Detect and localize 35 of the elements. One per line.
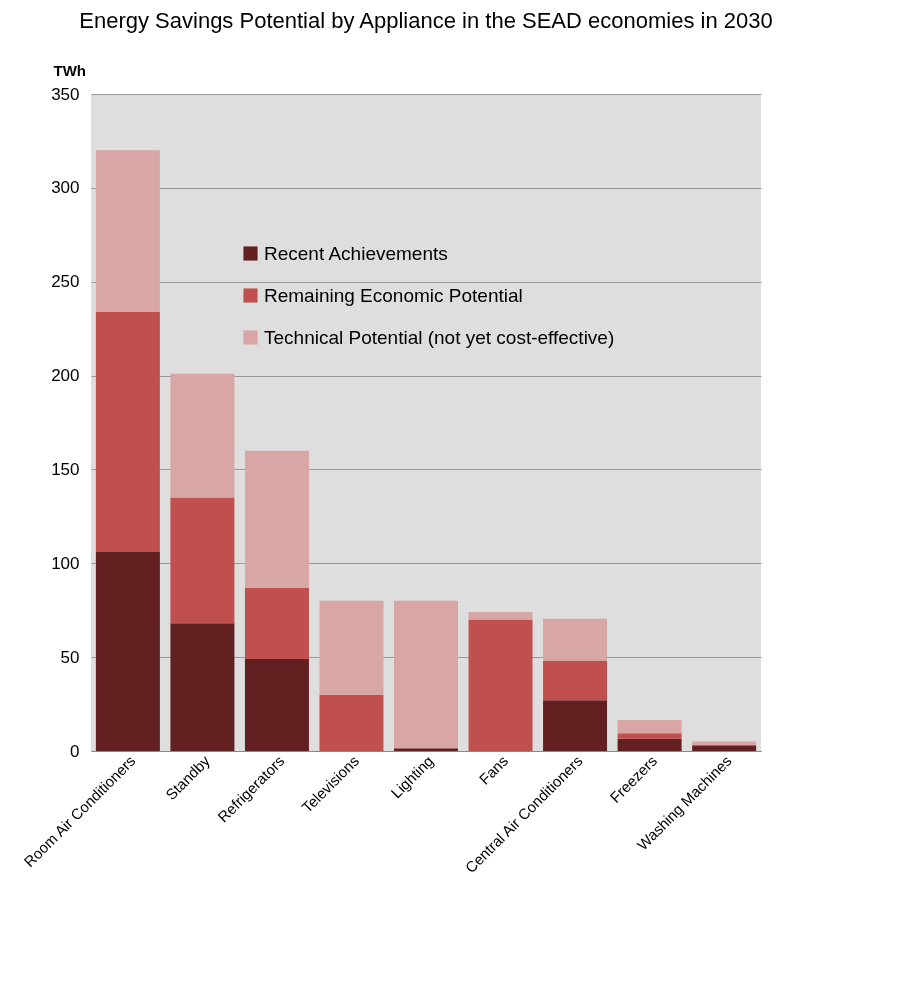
bar — [244, 659, 309, 751]
bar — [95, 311, 160, 553]
bar — [170, 373, 235, 498]
bar — [170, 623, 235, 751]
bar — [617, 720, 682, 734]
bar — [170, 497, 235, 624]
chart-title: Energy Savings Potential by Appliance in the SEAD economies in 2030 — [79, 8, 773, 33]
bar — [244, 587, 309, 660]
y-axis-title: TWh — [53, 61, 86, 79]
bar — [394, 748, 458, 751]
bar — [468, 619, 533, 751]
bar — [394, 600, 458, 749]
bar — [617, 738, 682, 751]
legend-label: Technical Potential (not yet cost-effective) — [264, 326, 615, 348]
bar — [95, 552, 160, 751]
bar — [543, 660, 608, 701]
bar — [468, 612, 533, 620]
y-tick-label: 100 — [51, 553, 80, 573]
bar — [543, 700, 608, 751]
legend-label: Recent Achievements — [264, 242, 448, 264]
y-tick-label: 200 — [51, 366, 80, 386]
y-tick-label: 350 — [51, 84, 80, 104]
bar — [692, 745, 757, 751]
legend-label: Remaining Economic Potential — [264, 284, 523, 306]
y-tick-label: 250 — [51, 272, 80, 292]
bar — [95, 150, 160, 312]
bar — [319, 694, 384, 751]
bar — [543, 618, 608, 661]
y-tick-label: 0 — [70, 741, 80, 761]
y-tick-label: 50 — [60, 647, 80, 667]
y-tick-label: 300 — [51, 178, 80, 198]
bar — [244, 450, 309, 588]
bar — [319, 600, 384, 695]
y-tick-label: 150 — [51, 459, 80, 479]
bar — [617, 733, 682, 739]
